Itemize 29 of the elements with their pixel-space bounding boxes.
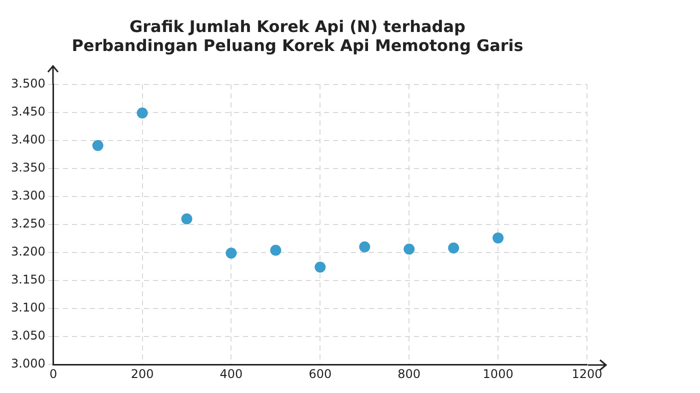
x-tick-label: 600 <box>308 366 332 381</box>
x-tick-label: 0 <box>50 366 58 381</box>
x-tick-label: 800 <box>398 366 421 381</box>
x-tick-label: 1200 <box>572 366 602 381</box>
y-tick-label: 3.500 <box>10 76 46 91</box>
y-tick-label: 3.200 <box>10 244 46 259</box>
point <box>136 107 148 118</box>
chart-title: Grafik Jumlah Korek Api (N) terhadap Perbandingan Peluang Korek Api Memotong Garis <box>72 16 524 55</box>
y-tick-label: 3.300 <box>10 188 46 203</box>
y-tick-label: 3.050 <box>10 328 46 343</box>
y-tick-label: 3.000 <box>10 356 46 371</box>
point <box>270 244 282 256</box>
point <box>492 232 504 244</box>
point <box>448 242 460 254</box>
y-tick-label: 3.250 <box>10 216 46 231</box>
point <box>92 140 104 151</box>
y-tick-label: 3.350 <box>10 160 46 175</box>
y-tick-label: 3.400 <box>10 132 46 147</box>
point <box>404 244 415 255</box>
point <box>226 248 237 259</box>
x-tick-label: 400 <box>220 366 243 381</box>
x-tick-label: 200 <box>130 366 154 381</box>
point <box>359 241 370 252</box>
x-tick-label: 1000 <box>482 366 514 381</box>
y-tick-label: 3.150 <box>10 272 46 287</box>
point <box>181 213 192 224</box>
y-tick-label: 3.100 <box>10 300 46 315</box>
point <box>314 262 326 273</box>
y-tick-label: 3.450 <box>10 104 46 119</box>
